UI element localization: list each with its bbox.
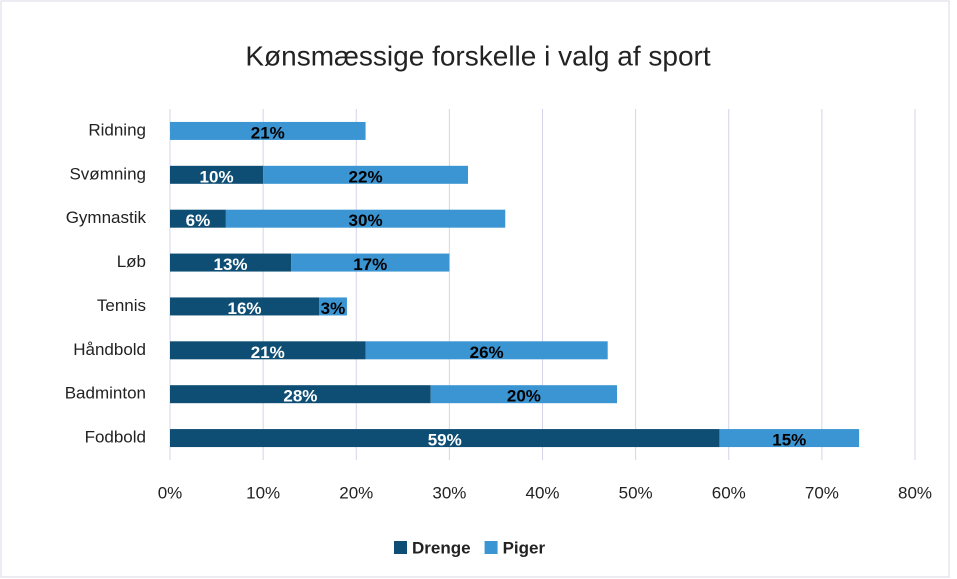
bar-segment	[170, 297, 319, 316]
bar-segment	[170, 341, 366, 360]
x-tick-label: 40%	[525, 483, 559, 502]
x-tick-label: 50%	[619, 483, 653, 502]
data-label: 21%	[251, 123, 285, 142]
data-label: 28%	[283, 387, 317, 406]
bar-segment	[719, 429, 860, 448]
bar-segment	[319, 297, 347, 316]
bar-segment	[365, 341, 608, 360]
y-tick-label: Badminton	[65, 384, 146, 403]
data-label: 30%	[349, 211, 383, 230]
x-tick-label: 60%	[712, 483, 746, 502]
y-tick-label: Fodbold	[85, 428, 146, 447]
bar-segment	[430, 385, 617, 404]
chart-title: Kønsmæssige forskelle i valg af sport	[245, 40, 711, 71]
x-tick-label: 0%	[158, 483, 183, 502]
data-label: 59%	[428, 431, 462, 450]
data-label: 20%	[507, 387, 541, 406]
bar-segment	[291, 253, 450, 272]
bar-segment	[170, 209, 226, 228]
legend-swatch	[484, 541, 498, 554]
data-label: 21%	[251, 343, 285, 362]
x-tick-label: 80%	[898, 483, 932, 502]
y-tick-label: Gymnastik	[66, 208, 147, 227]
legend-label: Drenge	[412, 538, 471, 557]
legend-label: Piger	[503, 538, 546, 557]
x-tick-label: 70%	[805, 483, 839, 502]
y-tick-label: Håndbold	[73, 340, 146, 359]
data-label: 13%	[214, 255, 248, 274]
y-tick-label: Ridning	[88, 120, 146, 139]
bar-segment	[170, 385, 431, 404]
data-label: 6%	[186, 211, 211, 230]
bar-segment	[263, 165, 468, 184]
x-tick-label: 30%	[432, 483, 466, 502]
bar-segment	[225, 209, 506, 228]
bar-segment	[170, 165, 264, 184]
data-label: 10%	[200, 167, 234, 186]
bar-segment	[170, 253, 292, 272]
x-tick-label: 10%	[246, 483, 280, 502]
y-tick-label: Svømning	[69, 164, 146, 183]
legend-swatch	[394, 541, 407, 554]
y-tick-label: Tennis	[97, 296, 146, 315]
data-label: 16%	[227, 299, 261, 318]
y-tick-label: Løb	[117, 252, 146, 271]
x-tick-label: 20%	[339, 483, 373, 502]
data-label: 22%	[349, 167, 383, 186]
bar-segment	[170, 121, 366, 140]
data-label: 3%	[321, 299, 346, 318]
data-label: 15%	[772, 431, 806, 450]
bar-segment	[170, 429, 720, 448]
data-label: 17%	[353, 255, 387, 274]
data-label: 26%	[470, 343, 504, 362]
